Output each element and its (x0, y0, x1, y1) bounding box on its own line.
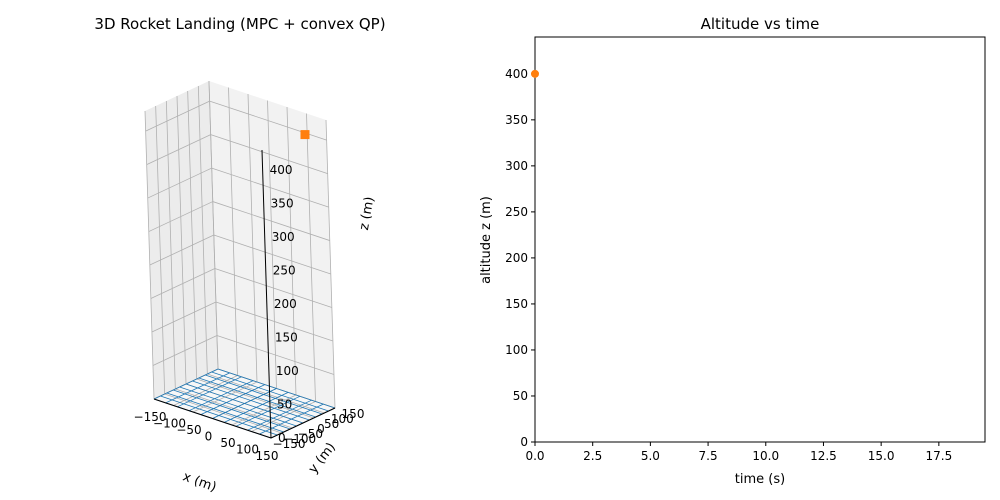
gridline-x (286, 106, 297, 396)
x-axis-line (153, 398, 272, 439)
y-tick-label: 250 (505, 205, 528, 219)
z-axis-label: z (m) (357, 196, 378, 232)
gridline-x (228, 87, 238, 376)
z-tick-label: 150 (275, 331, 298, 345)
rocket-position-marker (300, 130, 310, 140)
pad-line (259, 403, 324, 435)
y-tick-label: 0 (317, 422, 325, 436)
chart-3d-rocket-landing: 3D Rocket Landing (MPC + convex QP) −150… (94, 15, 385, 495)
x-tick-label: 15.0 (868, 449, 895, 463)
x-tick-label: 5.0 (641, 449, 660, 463)
y-tick-label: 150 (342, 407, 365, 421)
pad-line (235, 395, 301, 427)
gridline-y (165, 100, 176, 390)
z-tick-label: 250 (273, 264, 296, 278)
y-tick-label: 400 (505, 67, 528, 81)
x-tick-label: −100 (153, 417, 186, 431)
z-tick-label: 350 (271, 197, 294, 211)
chart-3d-axes (153, 149, 336, 439)
x-tick-label: 7.5 (699, 449, 718, 463)
x-tick-label: 0 (205, 430, 213, 444)
x-tick-label: 12.5 (810, 449, 837, 463)
y-axis-label: altitude z (m) (479, 196, 494, 284)
chart-3d-title: 3D Rocket Landing (MPC + convex QP) (94, 15, 385, 33)
pad-line (205, 374, 323, 415)
pad-line (192, 380, 310, 421)
y-tick-label: 50 (513, 389, 528, 403)
x-axis-label: x (m) (181, 469, 219, 495)
y-tick-label: 300 (505, 159, 528, 173)
y-tick-label: 50 (324, 417, 339, 431)
gridline-y (155, 105, 166, 395)
y-tick-label: −150 (273, 437, 306, 451)
altitude-point (531, 69, 539, 78)
x-tick-label: −150 (134, 410, 167, 424)
z-tick-label: 400 (270, 163, 293, 177)
x-tick-label: 100 (236, 443, 259, 457)
pad-line (211, 371, 329, 412)
gridline-y (176, 95, 187, 385)
pad-line (247, 399, 312, 431)
y-tick-label: 200 (505, 251, 528, 265)
chart-2d-title: Altitude vs time (701, 15, 820, 33)
y-tick-label: 350 (505, 113, 528, 127)
plot-frame (534, 36, 986, 443)
chart-altitude-vs-time: Altitude vs time 0.0 2.5 5.0 7.5 10.0 12.5 15.… (479, 15, 986, 487)
y-tick-label: 100 (331, 412, 354, 426)
z-tick-label: 50 (277, 398, 292, 412)
y-axis-ticks: 0 50 100 150 200 250 300 350 400 (505, 67, 535, 449)
x-axis-label: time (s) (735, 472, 785, 487)
y-tick-label: 100 (505, 343, 528, 357)
chart-3d-points (300, 130, 310, 140)
gridline-y (144, 110, 155, 400)
gridline-x (267, 100, 277, 389)
gridline-y (197, 85, 208, 375)
x-tick-label: 150 (256, 449, 279, 463)
chart-2d-points (531, 69, 539, 78)
z-tick-label: 200 (274, 297, 297, 311)
gridline-x (247, 93, 258, 383)
y-tick-label: −100 (283, 432, 316, 446)
pad-line (217, 368, 336, 409)
pad-line (185, 383, 304, 424)
z-tick-label: 0 (278, 431, 286, 445)
pad-line (224, 392, 289, 423)
gridline-x (325, 119, 336, 409)
y-tick-label: −50 (298, 427, 323, 441)
x-axis-ticks: 0.0 2.5 5.0 7.5 10.0 12.5 15.0 17.5 (525, 442, 952, 463)
x-tick-label: 50 (220, 436, 235, 450)
pad-line (198, 377, 316, 418)
x-tick-label: 2.5 (583, 449, 602, 463)
y-axis-line (270, 407, 336, 439)
gridline-x (208, 80, 219, 370)
y-tick-label: 150 (505, 297, 528, 311)
gridline-y (187, 90, 198, 380)
landing-pad-grid (153, 368, 336, 439)
z-tick-label: 100 (276, 364, 299, 378)
x-tick-label: 10.0 (752, 449, 779, 463)
y-tick-label: 0 (520, 435, 528, 449)
z-axis-line (261, 149, 272, 439)
gridline-x (306, 113, 316, 402)
x-tick-label: 0.0 (525, 449, 544, 463)
z-tick-label: 300 (272, 230, 295, 244)
x-tick-label: 17.5 (925, 449, 952, 463)
x-tick-label: −50 (176, 423, 201, 437)
